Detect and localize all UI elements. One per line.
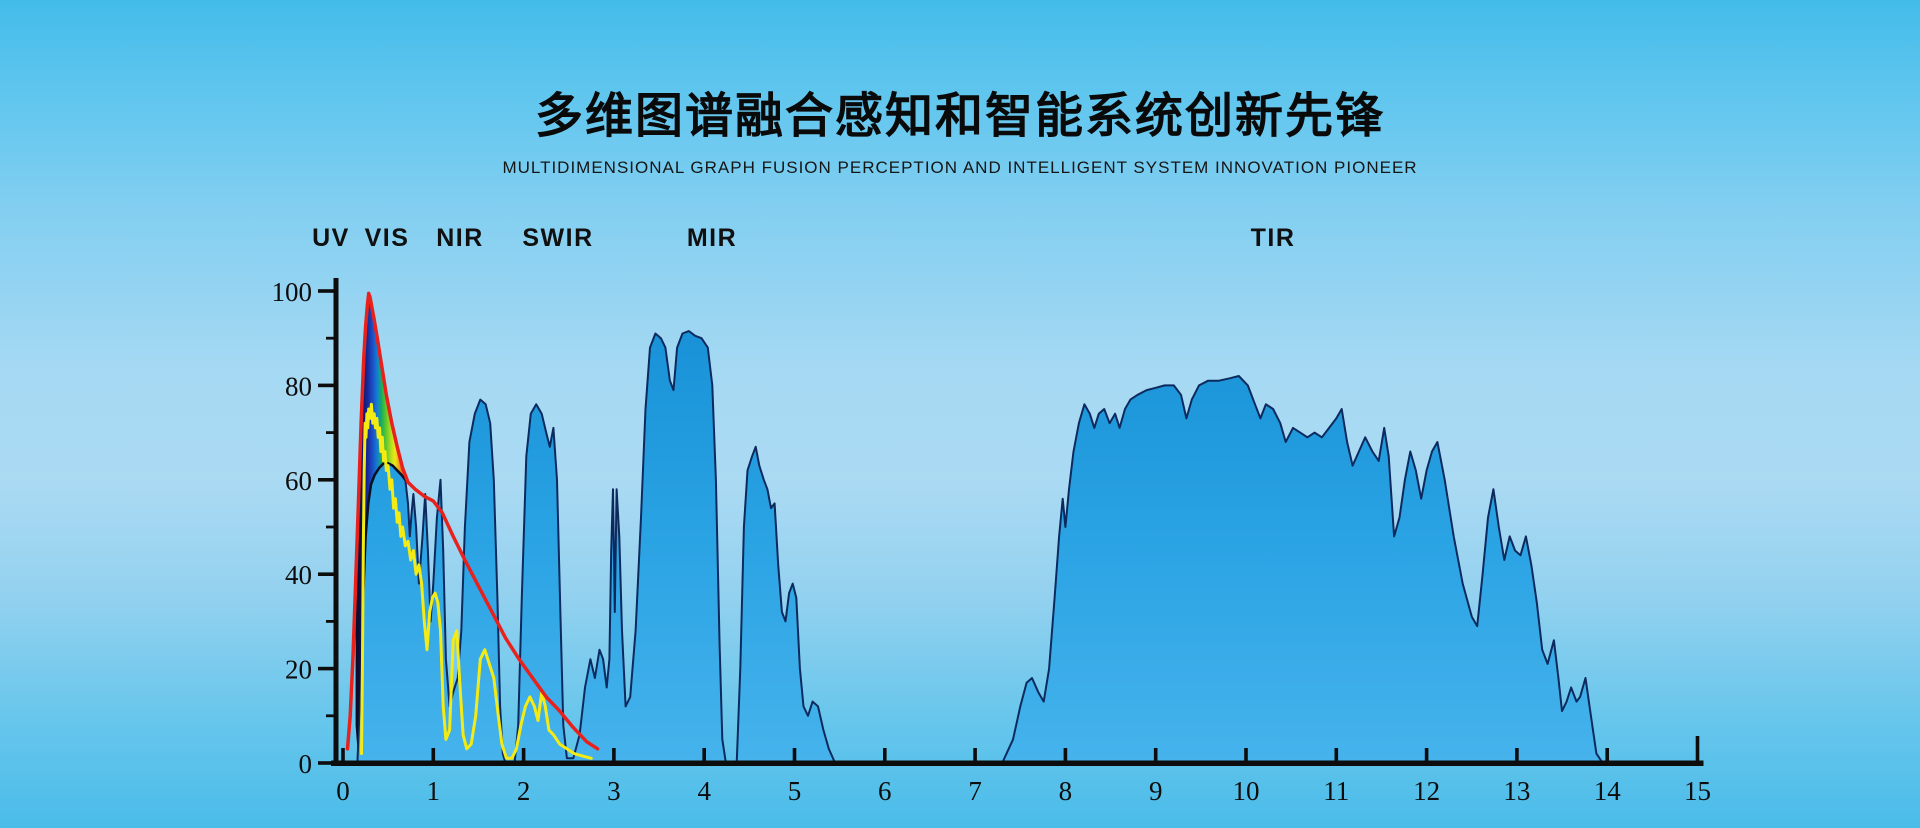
y-tick-label: 0 [299, 749, 313, 779]
x-tick [883, 748, 887, 763]
window-arc-outline [361, 462, 407, 604]
y-minor-tick [326, 620, 335, 623]
x-tick [1334, 748, 1339, 763]
x-tick [1695, 736, 1700, 763]
x-tick-label: 3 [607, 776, 621, 806]
x-tick [1605, 748, 1609, 763]
y-tick [318, 666, 335, 671]
x-tick-label: 2 [517, 776, 531, 806]
x-tick-label: 8 [1059, 776, 1073, 806]
y-tick-label: 60 [285, 466, 312, 496]
x-tick-label: 1 [427, 776, 441, 806]
x-tick-label: 0 [336, 776, 350, 806]
y-axis [333, 278, 339, 765]
y-tick [318, 478, 335, 482]
x-tick-label: 12 [1413, 776, 1440, 806]
y-minor-tick [326, 431, 335, 434]
x-tick [1153, 748, 1158, 763]
x-tick [702, 748, 706, 763]
y-tick-label: 40 [285, 560, 312, 590]
x-tick-label: 5 [788, 776, 802, 806]
y-minor-tick [326, 336, 335, 340]
solar-spectrum-curve [360, 402, 593, 760]
blackbody-curve [345, 291, 600, 751]
y-tick-label: 80 [285, 371, 312, 401]
y-tick-label: 100 [272, 277, 313, 307]
x-tick [1515, 748, 1519, 763]
x-tick-label: 6 [878, 776, 892, 806]
x-tick-label: 9 [1149, 776, 1163, 806]
x-tick [792, 748, 797, 763]
y-tick-label: 20 [285, 655, 312, 685]
y-tick [318, 572, 335, 576]
y-minor-tick [326, 525, 335, 529]
page-subtitle: MULTIDIMENSIONAL GRAPH FUSION PERCEPTION… [502, 158, 1418, 177]
x-tick [1244, 748, 1248, 763]
x-tick-label: 7 [968, 776, 982, 806]
x-tick-label: 15 [1684, 776, 1711, 806]
x-tick [973, 748, 977, 763]
visible-spectrum-peak [355, 293, 406, 749]
x-tick-label: 11 [1323, 776, 1349, 806]
x-tick [1063, 748, 1068, 763]
y-tick [318, 289, 335, 293]
y-tick [318, 761, 335, 765]
x-tick-label: 14 [1594, 776, 1622, 806]
x-tick [521, 748, 526, 763]
x-tick-label: 10 [1233, 776, 1260, 806]
x-tick [1424, 748, 1429, 763]
x-tick [341, 748, 345, 763]
x-tick-label: 13 [1503, 776, 1530, 806]
x-tick [431, 748, 436, 763]
page-title: 多维图谱融合感知和智能系统创新先锋 [534, 90, 1385, 143]
x-tick-label: 4 [697, 776, 711, 806]
y-tick [318, 383, 335, 388]
y-minor-tick [326, 714, 335, 718]
x-tick [612, 748, 616, 763]
x-axis [331, 760, 1704, 766]
transmission-area [342, 330, 1699, 764]
